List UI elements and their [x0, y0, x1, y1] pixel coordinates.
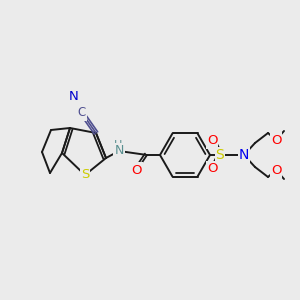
Text: N: N: [114, 145, 124, 158]
Text: O: O: [207, 163, 217, 176]
Text: O: O: [132, 164, 142, 176]
Text: O: O: [271, 134, 281, 146]
Text: O: O: [271, 164, 281, 176]
Text: H: H: [114, 140, 122, 150]
Text: S: S: [81, 169, 89, 182]
Text: C: C: [78, 106, 86, 119]
Text: S: S: [216, 148, 224, 162]
Text: N: N: [69, 91, 79, 103]
Text: N: N: [239, 148, 249, 162]
Text: O: O: [207, 134, 217, 148]
